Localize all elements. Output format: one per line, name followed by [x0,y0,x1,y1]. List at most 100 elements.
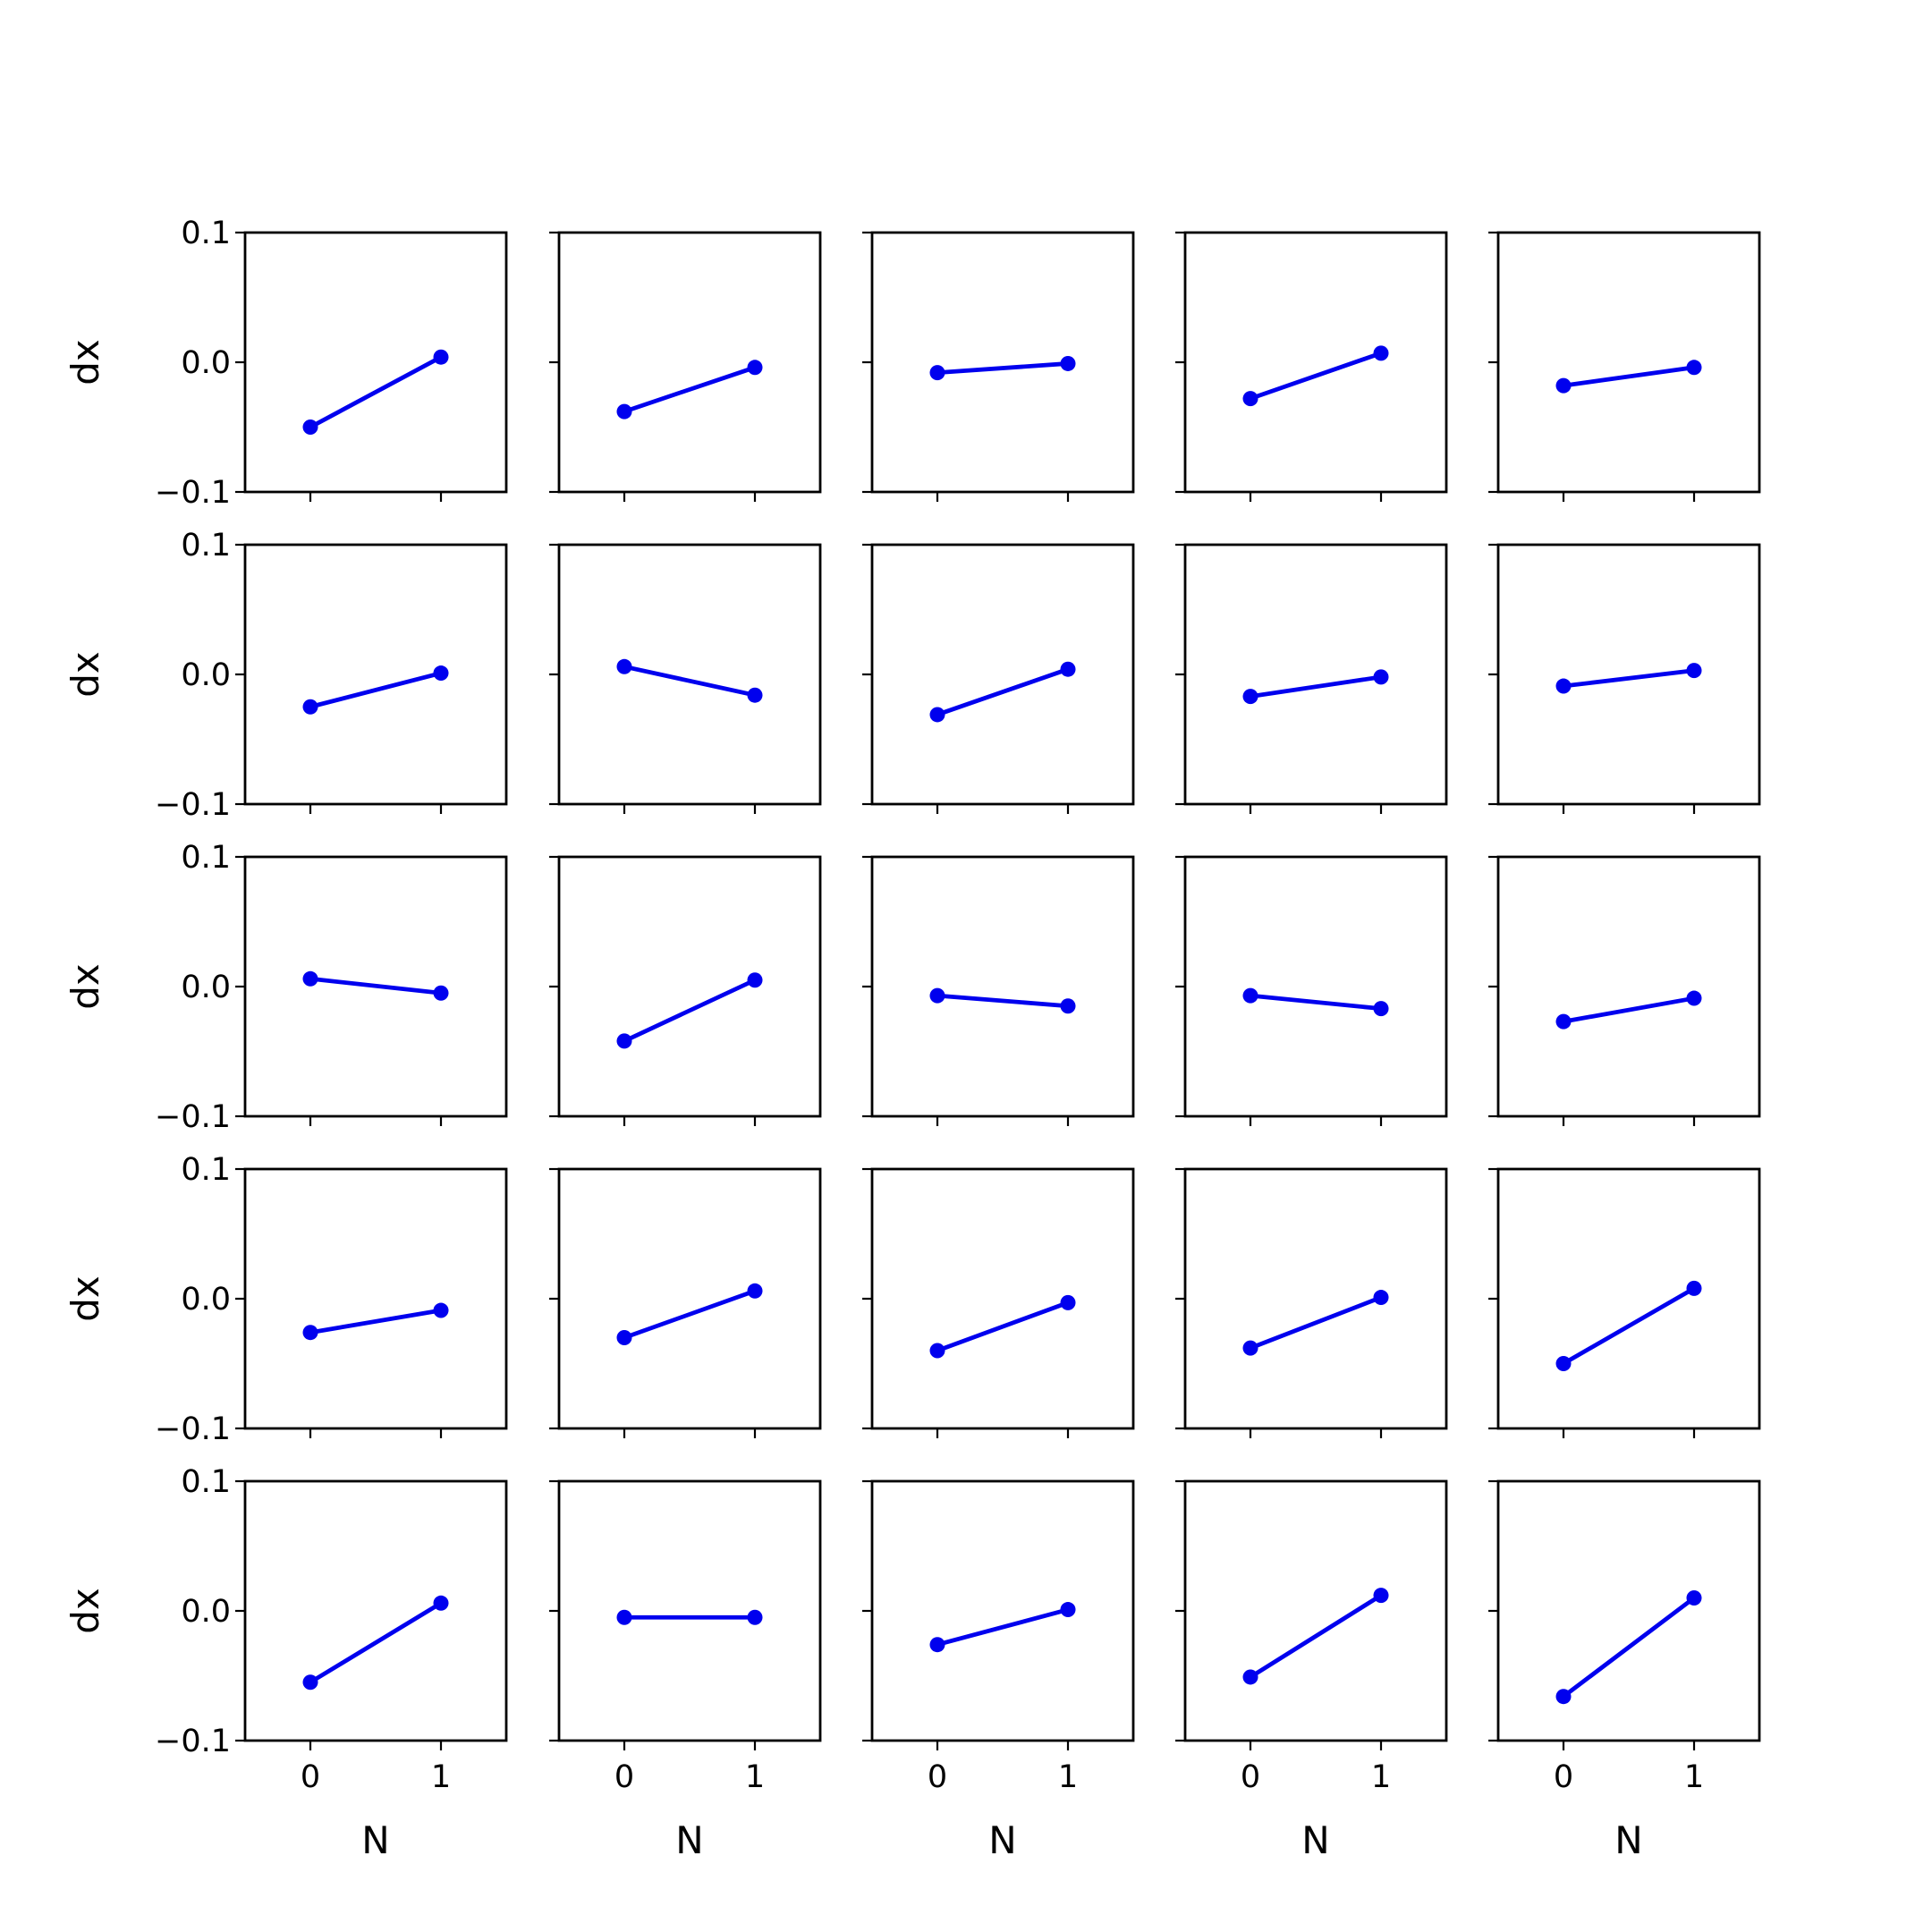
axes-frame [1183,1479,1448,1742]
axes-frame [870,1167,1135,1430]
series-line [1248,1593,1384,1680]
data-point [1555,377,1572,394]
data-point [1242,689,1258,705]
x-tick-label: 1 [745,1759,765,1795]
y-tick-label: −0.1 [155,787,231,823]
data-point [929,1637,945,1653]
data-point [1373,345,1389,361]
series-line [935,1607,1071,1648]
axes-frame [243,543,508,806]
data-point [1242,1669,1258,1685]
subplot-r3-c3 [862,855,1135,1126]
data-point [616,1609,632,1625]
series-line [622,664,758,698]
series-line [935,993,1071,1009]
y-tick-label: −0.1 [155,1099,231,1135]
x-tick-label: 1 [1371,1759,1391,1795]
y-tick-label: −0.1 [155,1411,231,1447]
y-tick-label: 0.0 [181,1594,231,1630]
subplot-r1-c4 [1175,231,1448,502]
data-point [1373,1001,1389,1017]
subplot-r5-c3: 0 1 N [862,1479,1135,1862]
series-line [1248,1295,1384,1351]
subplot-grid: −0.10.00.1dx−0.10.00.1dx−0.10.00.1dx−0.1… [64,216,1761,1862]
axes-frame [870,1479,1135,1742]
data-point [1555,1013,1572,1030]
x-axis-label: N [1614,1818,1642,1862]
y-axis-label: dx [64,339,107,386]
x-tick-label: 0 [301,1759,320,1795]
y-tick-label: 0.1 [181,528,231,564]
axes-frame [557,231,822,494]
subplot-r2-c4 [1175,543,1448,814]
y-tick-label: 0.1 [181,840,231,876]
axes-frame [1496,1479,1761,1742]
y-tick-label: 0.0 [181,345,231,381]
axes-frame [870,231,1135,494]
data-point [1555,678,1572,694]
axes-frame [1496,231,1761,494]
x-axis-label: N [988,1818,1016,1862]
axes-frame [1496,1167,1761,1430]
data-point [1686,990,1702,1006]
x-tick-label: 0 [614,1759,634,1795]
y-tick-label: −0.1 [155,1724,231,1759]
subplot-r2-c2 [549,543,822,814]
subplot-r2-c5 [1488,543,1761,814]
subplot-r1-c2 [549,231,822,502]
series-line [1248,674,1384,699]
series-line [935,1300,1071,1353]
subplot-r4-c2 [549,1167,822,1438]
data-point [1686,360,1702,376]
y-tick-label: 0.1 [181,1464,231,1500]
data-point [929,707,945,723]
data-point [747,1609,763,1625]
subplot-r4-c3 [862,1167,1135,1438]
y-axis-label: dx [64,963,107,1010]
data-point [1555,1356,1572,1371]
axes-frame [1496,543,1761,806]
data-point [1686,663,1702,679]
series-line [622,978,758,1044]
series-line [1561,668,1697,689]
axes-frame [1183,855,1448,1118]
subplot-r5-c1: 0 1 −0.1 0.0 0.1 dx N [64,1464,508,1862]
x-tick-label: 1 [1058,1759,1078,1795]
axes-frame [243,231,508,494]
data-point [302,970,318,987]
subplot-r3-c1: −0.1 0.0 0.1 dx [64,840,508,1135]
axes-frame [243,1479,508,1742]
data-point [433,349,449,365]
y-tick-label: 0.0 [181,657,231,693]
series-line [1561,1596,1697,1699]
y-tick-label: −0.1 [155,475,231,511]
series-line [1248,351,1384,402]
y-tick-label: 0.0 [181,970,231,1005]
series-line [308,976,444,996]
data-point [1242,987,1258,1004]
data-point [302,419,318,435]
x-tick-label: 0 [928,1759,947,1795]
data-point [929,365,945,381]
data-point [1373,1588,1389,1604]
x-tick-label: 1 [431,1759,451,1795]
subplot-r2-c3 [862,543,1135,814]
axes-frame [870,855,1135,1118]
data-point [1373,1290,1389,1306]
data-point [1242,391,1258,407]
subplot-r1-c1: −0.1 0.0 0.1 dx [64,216,508,511]
data-point [1060,998,1076,1014]
data-point [302,1674,318,1690]
data-point [1242,1340,1258,1356]
axes-frame [1183,231,1448,494]
data-point [433,665,449,682]
data-point [747,972,763,988]
data-point [1060,1294,1076,1310]
subplot-r5-c5: 0 1 N [1488,1479,1761,1862]
x-axis-label: N [1301,1818,1329,1862]
y-tick-label: 0.1 [181,216,231,251]
data-point [929,987,945,1004]
x-tick-label: 0 [1241,1759,1260,1795]
series-line [308,354,444,429]
series-line [308,1308,444,1335]
